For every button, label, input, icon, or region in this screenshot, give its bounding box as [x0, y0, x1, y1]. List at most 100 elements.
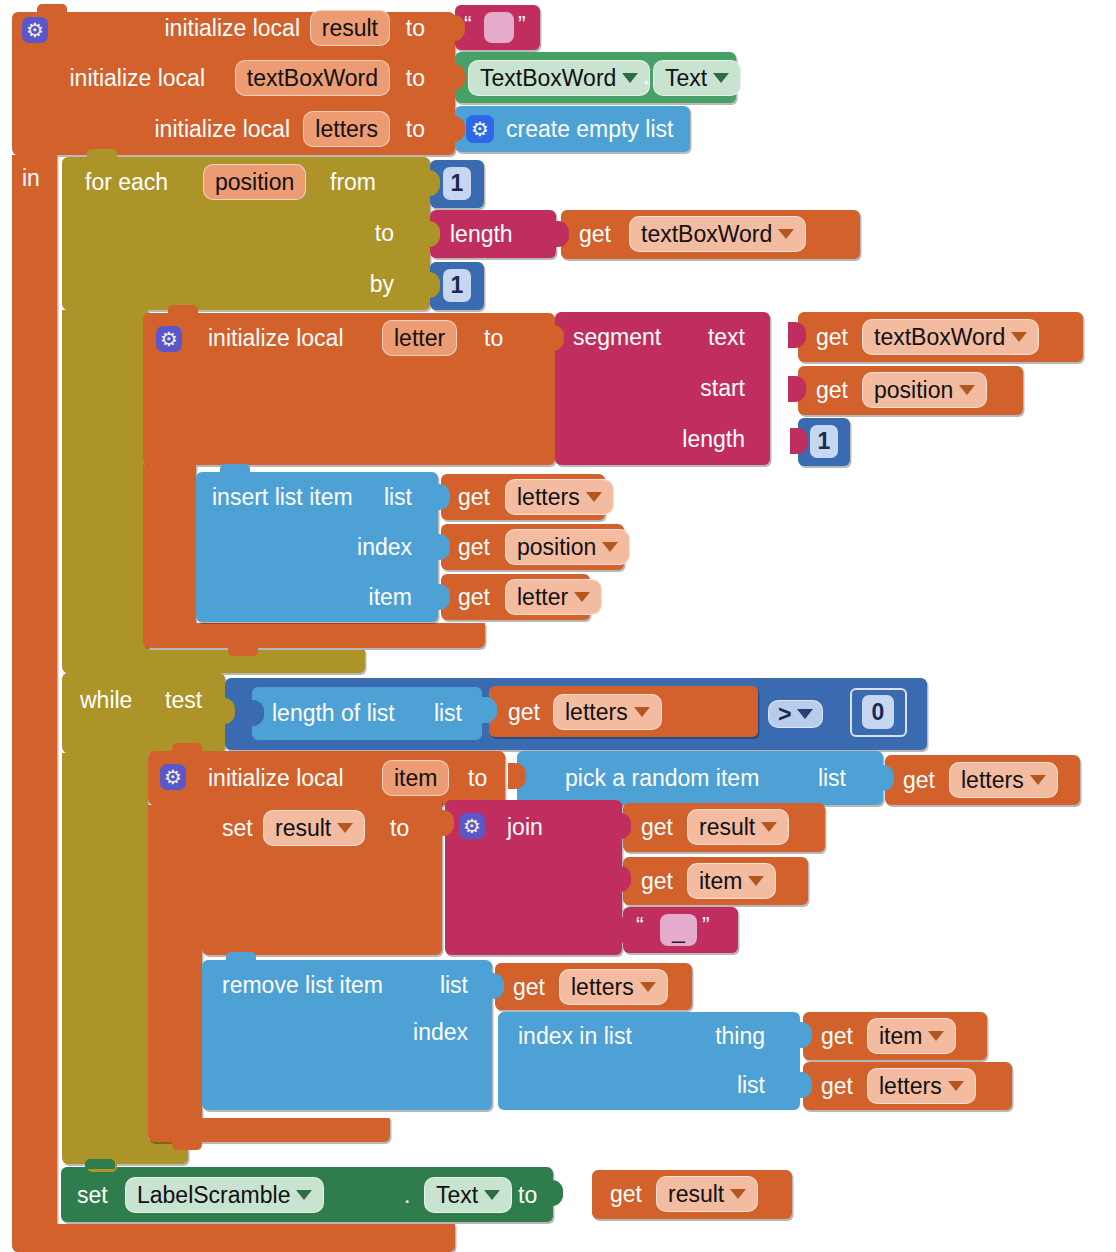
get-var-dropdown[interactable]: item [867, 1018, 956, 1054]
list-arg-label: list [434, 701, 462, 726]
get-var-dropdown[interactable]: position [505, 529, 630, 565]
var-field-position[interactable]: position [203, 164, 306, 200]
from-label: from [330, 170, 376, 195]
init-item-footer[interactable] [148, 1118, 390, 1142]
var-field-letters[interactable]: letters [303, 111, 390, 147]
component-dropdown-LabelScramble[interactable]: LabelScramble [125, 1177, 324, 1213]
get-label: get [610, 1182, 642, 1207]
while-block[interactable] [62, 673, 225, 753]
init-locals-footer[interactable] [12, 1224, 455, 1252]
get-label: get [458, 535, 490, 560]
set-label: set [77, 1183, 108, 1208]
set-result-top-notch [226, 790, 256, 800]
list-arg-label: list [818, 766, 846, 791]
number-field[interactable]: 1 [810, 425, 838, 458]
for-each-spine[interactable] [62, 310, 148, 650]
dropdown-arrow-icon [574, 592, 590, 602]
plug [551, 221, 569, 247]
plug [432, 584, 450, 610]
var-field-item[interactable]: item [382, 760, 449, 796]
var-field-textBoxWord[interactable]: textBoxWord [235, 60, 390, 96]
while-spine[interactable] [62, 753, 148, 1140]
quote-open: “ [464, 13, 472, 38]
get-var-dropdown[interactable]: item [687, 863, 776, 899]
get-var-dropdown[interactable]: result [687, 809, 789, 845]
plug [479, 697, 497, 723]
plug [508, 763, 526, 789]
dropdown-arrow-icon [622, 73, 638, 83]
to-label: to [518, 1183, 537, 1208]
get-var-dropdown[interactable]: position [862, 372, 987, 408]
pick-random-label: pick a random item [565, 766, 759, 791]
list-arg-label: list [440, 973, 468, 998]
plug [436, 810, 454, 836]
component-dropdown-TextBoxWord[interactable]: TextBoxWord [468, 60, 650, 96]
get-var-dropdown[interactable]: letter [505, 579, 602, 615]
dropdown-arrow-icon [928, 1031, 944, 1041]
plug [613, 917, 631, 943]
dropdown-arrow-icon [748, 876, 764, 886]
get-var-dropdown[interactable]: textBoxWord [629, 216, 806, 252]
remove-list-item-label: remove list item [222, 973, 383, 998]
mutator-gear-icon[interactable] [156, 326, 182, 352]
init-item-bottom-notch [172, 1140, 202, 1150]
length-of-list-label: length of list [272, 701, 395, 726]
get-var-dropdown[interactable]: letters [559, 969, 668, 1005]
get-label: get [816, 378, 848, 403]
plug [794, 1072, 812, 1098]
string-field-underscore[interactable]: _ [660, 914, 697, 946]
get-var-dropdown[interactable]: letters [867, 1068, 976, 1104]
length-label: length [450, 222, 513, 247]
get-label: get [579, 222, 611, 247]
get-label: get [641, 815, 673, 840]
number-field[interactable]: 0 [862, 695, 894, 729]
init-letter-spine[interactable] [143, 465, 196, 623]
test-label: test [165, 688, 202, 713]
plug [546, 325, 564, 351]
dropdown-arrow-icon [948, 1081, 964, 1091]
property-dropdown-Text[interactable]: Text [653, 60, 741, 96]
dropdown-arrow-icon [730, 1189, 746, 1199]
var-field-result[interactable]: result [310, 10, 390, 46]
get-var-dropdown[interactable]: letters [553, 694, 662, 730]
for-each-footer[interactable] [62, 650, 365, 673]
for-each-top-notch [87, 149, 117, 159]
quote-open: “ [636, 914, 644, 939]
get-label: get [513, 975, 545, 1000]
get-var-dropdown[interactable]: result [656, 1176, 758, 1212]
quote-close: ” [518, 13, 526, 38]
number-field[interactable]: 1 [443, 167, 471, 200]
operator-dropdown[interactable]: > [768, 700, 823, 728]
init-letter-footer[interactable] [143, 623, 485, 648]
dot-label: . [404, 1183, 410, 1208]
plug [613, 866, 631, 892]
plug [432, 484, 450, 510]
mutator-gear-icon[interactable] [459, 813, 485, 839]
create-empty-list-label: create empty list [506, 117, 673, 142]
init-locals-spine[interactable] [12, 155, 57, 1228]
number-field[interactable]: 1 [443, 269, 471, 302]
get-label: get [816, 325, 848, 350]
length-arg-label: length [682, 427, 745, 452]
dropdown-arrow-icon [484, 1190, 500, 1200]
mutator-gear-icon[interactable] [466, 115, 494, 143]
init-local-label: initialize local [154, 117, 290, 142]
string-field-empty[interactable] [484, 12, 514, 43]
get-var-dropdown[interactable]: textBoxWord [862, 319, 1039, 355]
while-footer[interactable] [62, 1140, 188, 1164]
to-label: to [375, 221, 394, 246]
mutator-gear-icon[interactable] [22, 17, 48, 43]
init-local-label: initialize local [208, 766, 344, 791]
get-var-dropdown[interactable]: letters [949, 762, 1058, 798]
mutator-gear-icon[interactable] [160, 764, 186, 790]
join-label: join [507, 815, 543, 840]
remove-top-notch [226, 952, 256, 962]
plug [790, 428, 808, 454]
init-item-spine[interactable] [148, 805, 202, 1118]
property-dropdown-Text[interactable]: Text [424, 1177, 512, 1213]
plug [613, 813, 631, 839]
dropdown-arrow-icon [959, 385, 975, 395]
get-var-dropdown[interactable]: letters [505, 479, 614, 515]
set-var-dropdown[interactable]: result [263, 810, 365, 846]
var-field-letter[interactable]: letter [382, 320, 457, 356]
